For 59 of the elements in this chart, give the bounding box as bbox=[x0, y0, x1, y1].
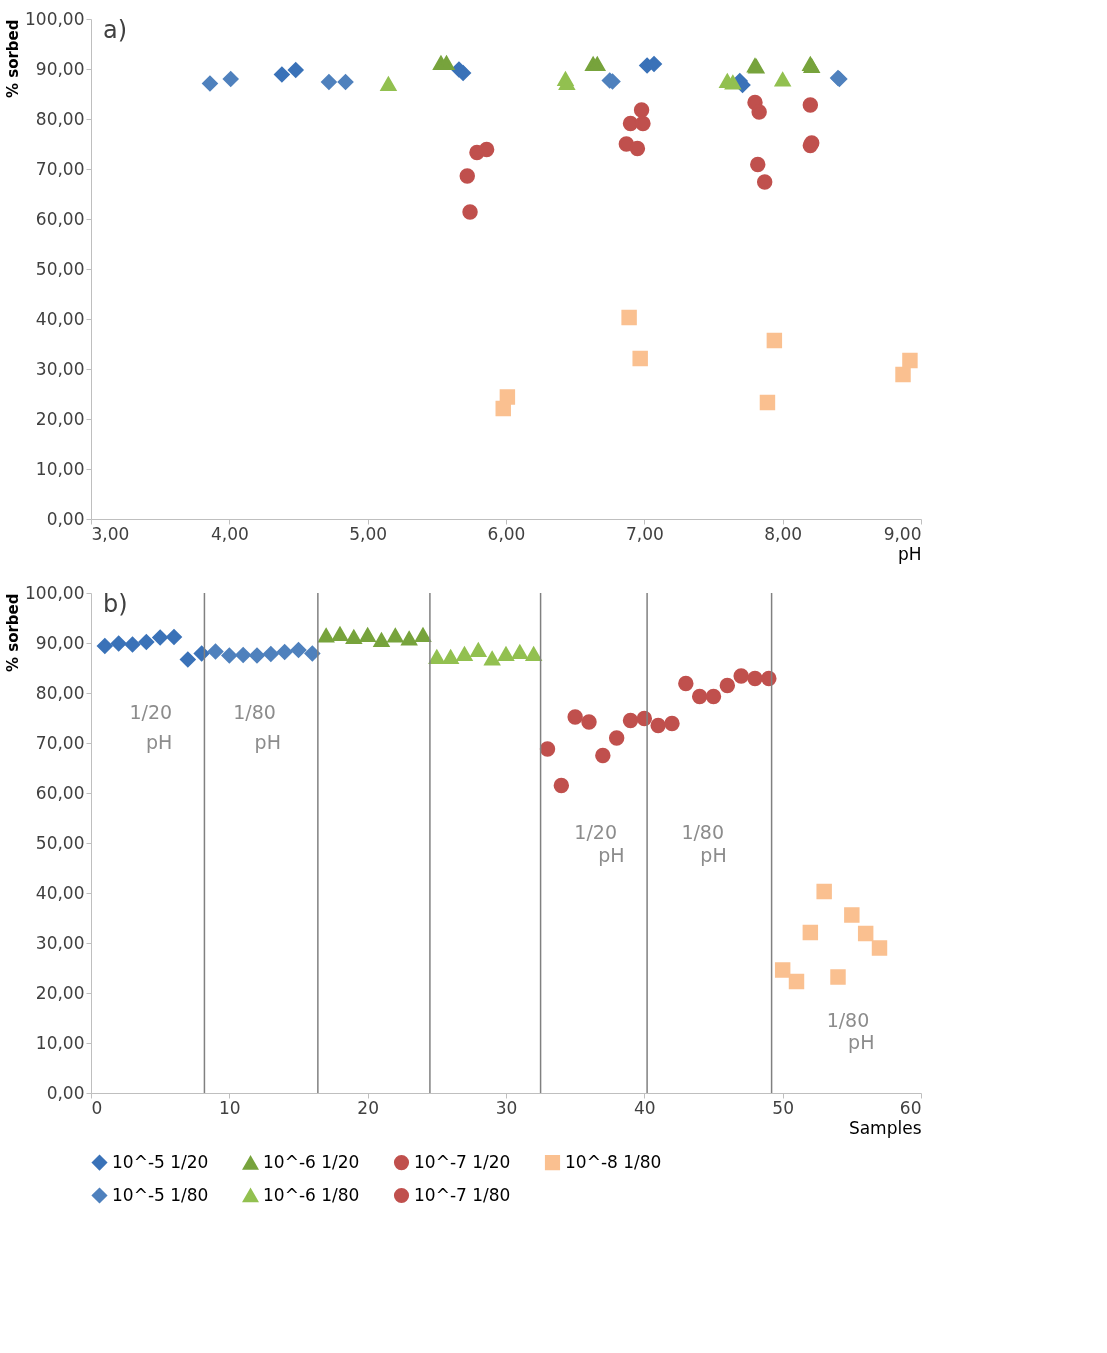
annotation: pH bbox=[145, 731, 173, 753]
annotation: pH bbox=[848, 1031, 875, 1053]
annotation: pH bbox=[254, 731, 281, 753]
x-tick-label: 30 bbox=[495, 1097, 518, 1118]
x-tick-label: 8,00 bbox=[764, 523, 803, 544]
x-tick-label: 10 bbox=[219, 1097, 241, 1118]
annotation: pH bbox=[700, 843, 727, 866]
y-axis-title: % sorbed bbox=[4, 19, 23, 99]
y-tick-label: 80,00 bbox=[35, 682, 85, 703]
annotation: 1/80 bbox=[826, 1008, 870, 1031]
x-tick-label: 6,00 bbox=[487, 523, 526, 544]
x-tick-label: 3,00 bbox=[91, 523, 130, 544]
y-tick-label: 50,00 bbox=[35, 258, 85, 279]
annotation: 1/20 bbox=[574, 821, 617, 843]
legend-label: 10^-5 1/20 bbox=[112, 1151, 209, 1172]
y-tick-label: 70,00 bbox=[35, 732, 85, 753]
y-tick-label: 10,00 bbox=[35, 1032, 85, 1053]
x-tick-label: 50 bbox=[772, 1097, 794, 1118]
x-axis-title: Samples bbox=[848, 1117, 922, 1138]
chart-title: a) bbox=[103, 16, 128, 44]
y-tick-label: 70,00 bbox=[35, 158, 85, 179]
y-tick-label: 80,00 bbox=[35, 108, 85, 129]
x-tick-label: 0 bbox=[91, 1097, 103, 1118]
y-tick-label: 50,00 bbox=[35, 832, 85, 853]
y-tick-label: 60,00 bbox=[35, 782, 85, 803]
y-tick-label: 40,00 bbox=[35, 308, 85, 329]
legend-label: 10^-7 1/20 bbox=[414, 1151, 511, 1172]
x-axis-title: pH bbox=[897, 543, 922, 564]
legend-label: 10^-6 1/80 bbox=[263, 1184, 360, 1205]
legend-label: 10^-7 1/80 bbox=[414, 1184, 511, 1205]
y-tick-label: 30,00 bbox=[35, 932, 85, 953]
y-axis-title: % sorbed bbox=[4, 593, 23, 673]
x-tick-label: 40 bbox=[634, 1097, 656, 1118]
annotation: 1/80 bbox=[681, 821, 725, 843]
y-tick-label: 30,00 bbox=[35, 358, 85, 379]
x-tick-label: 4,00 bbox=[210, 523, 249, 544]
annotation: 1/80 bbox=[233, 701, 276, 723]
y-tick-label: 40,00 bbox=[35, 882, 85, 903]
legend-label: 10^-8 1/80 bbox=[565, 1151, 662, 1172]
chart-title: b) bbox=[103, 590, 128, 618]
y-tick-label: 10,00 bbox=[35, 458, 85, 479]
x-tick-label: 20 bbox=[357, 1097, 379, 1118]
y-tick-label: 90,00 bbox=[35, 58, 85, 79]
y-tick-label: 0,00 bbox=[46, 1082, 85, 1103]
x-tick-label: 60 bbox=[899, 1097, 922, 1118]
x-tick-label: 5,00 bbox=[349, 523, 388, 544]
y-tick-label: 20,00 bbox=[35, 982, 85, 1003]
y-tick-label: 60,00 bbox=[35, 208, 85, 229]
annotation: pH bbox=[598, 843, 625, 866]
y-tick-label: 100,00 bbox=[25, 582, 85, 603]
annotation: 1/20 bbox=[129, 701, 173, 723]
y-tick-label: 0,00 bbox=[46, 508, 85, 529]
y-tick-label: 90,00 bbox=[35, 632, 85, 653]
x-tick-label: 9,00 bbox=[883, 523, 922, 544]
legend-label: 10^-5 1/80 bbox=[112, 1184, 209, 1205]
x-tick-label: 7,00 bbox=[625, 523, 664, 544]
legend-label: 10^-6 1/20 bbox=[263, 1152, 360, 1173]
y-tick-label: 100,00 bbox=[25, 8, 85, 29]
y-tick-label: 20,00 bbox=[35, 408, 85, 429]
